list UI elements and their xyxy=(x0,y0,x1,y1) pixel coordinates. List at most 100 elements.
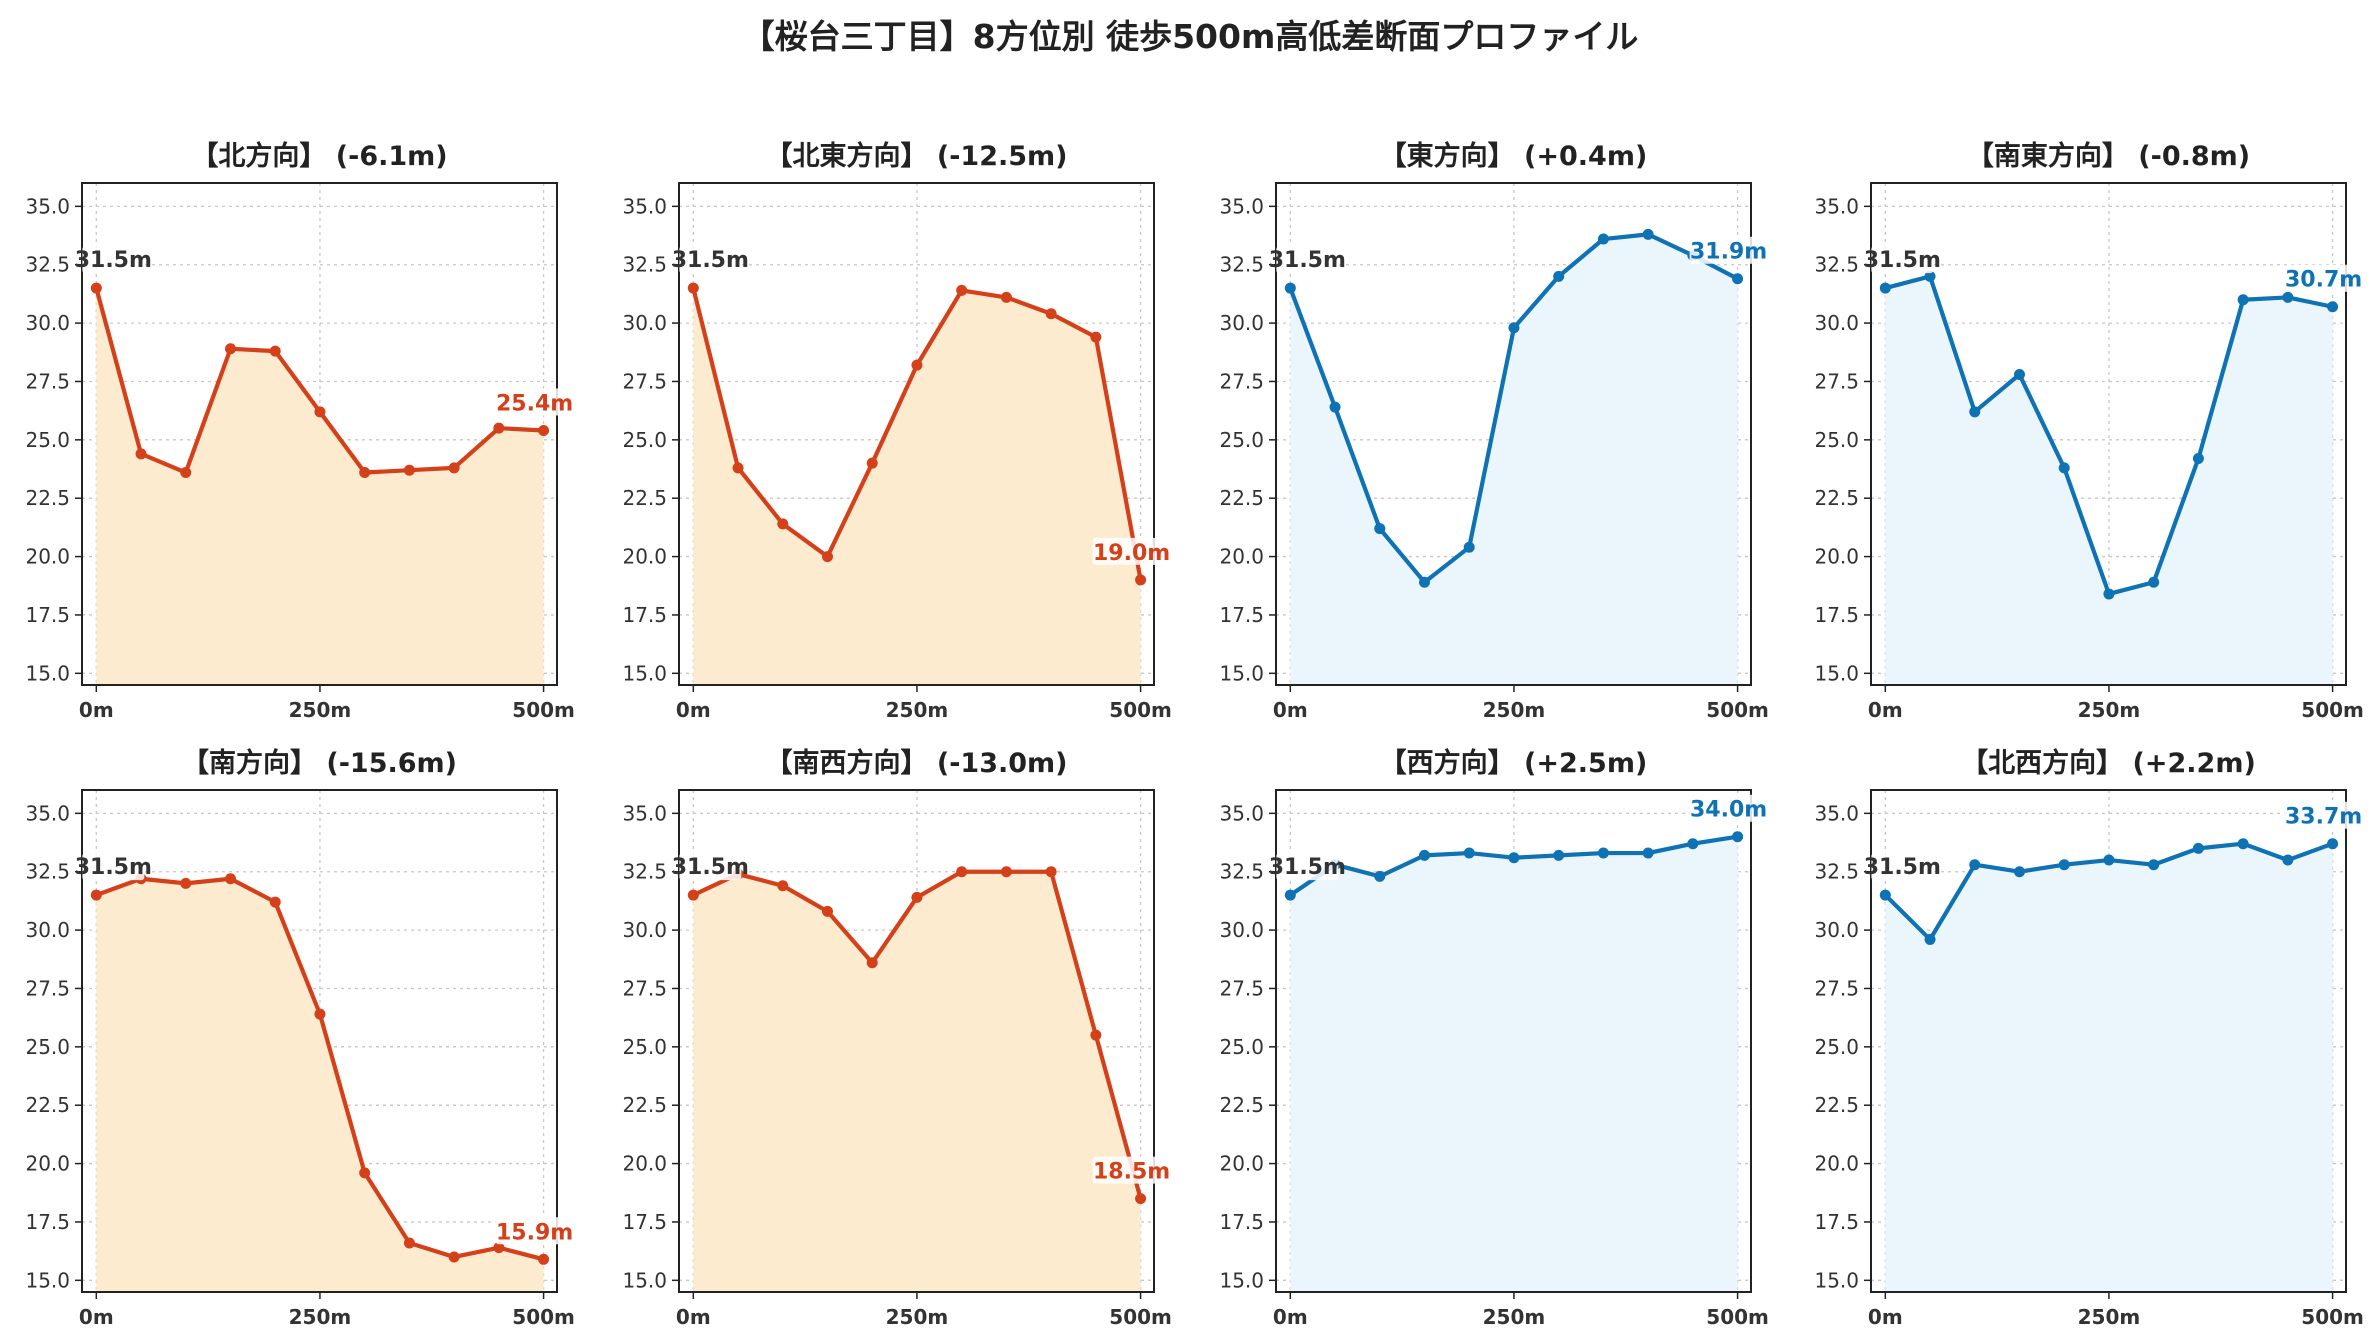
x-tick-label: 0m xyxy=(1868,1305,1903,1329)
data-point xyxy=(1329,401,1341,413)
y-tick-label: 25.0 xyxy=(1219,1035,1264,1059)
chart-main-title: 【桜台三丁目】8方位別 徒歩500m高低差断面プロファイル xyxy=(741,17,1639,56)
data-point xyxy=(911,891,923,903)
data-point xyxy=(1374,870,1386,882)
data-point xyxy=(403,464,415,476)
y-tick-label: 32.5 xyxy=(25,253,70,277)
y-tick-label: 30.0 xyxy=(1814,311,1859,335)
data-point xyxy=(1284,282,1296,294)
data-point xyxy=(1597,233,1609,245)
panel-title: 【南方向】 (-15.6m) xyxy=(182,747,457,779)
y-tick-label: 22.5 xyxy=(25,1093,70,1117)
y-tick-label: 17.5 xyxy=(1814,603,1859,627)
x-tick-label: 0m xyxy=(79,1305,114,1329)
data-point xyxy=(224,343,236,355)
y-tick-label: 25.0 xyxy=(1219,428,1264,452)
y-tick-label: 17.5 xyxy=(1814,1210,1859,1234)
y-tick-label: 25.0 xyxy=(25,428,70,452)
data-point xyxy=(538,1253,550,1265)
start-elevation-label: 31.5m xyxy=(75,248,152,273)
x-tick-label: 250m xyxy=(886,698,949,722)
data-point xyxy=(1879,889,1891,901)
y-tick-label: 15.0 xyxy=(25,1268,70,1292)
data-point xyxy=(1418,576,1430,588)
data-point xyxy=(2148,576,2160,588)
area-fill xyxy=(1290,234,1738,686)
y-tick-label: 25.0 xyxy=(622,1035,667,1059)
y-tick-label: 20.0 xyxy=(1814,1152,1859,1176)
data-point xyxy=(269,345,281,357)
start-label-bg xyxy=(1276,853,1339,881)
start-elevation-label: 31.5m xyxy=(1864,855,1941,880)
data-point xyxy=(359,467,371,479)
data-point xyxy=(1374,523,1386,535)
y-tick-label: 17.5 xyxy=(1219,1210,1264,1234)
y-tick-label: 20.0 xyxy=(622,1152,667,1176)
end-elevation-label: 19.0m xyxy=(1093,541,1170,566)
x-tick-label: 500m xyxy=(1109,698,1172,722)
data-point xyxy=(448,1251,460,1263)
panel-title: 【西方向】 (+2.5m) xyxy=(1380,747,1648,779)
y-tick-label: 22.5 xyxy=(1814,486,1859,510)
y-tick-label: 25.0 xyxy=(1814,428,1859,452)
y-tick-label: 17.5 xyxy=(622,1210,667,1234)
data-point xyxy=(1732,273,1744,285)
data-point xyxy=(1000,866,1012,878)
x-tick-label: 500m xyxy=(1706,1305,1769,1329)
y-tick-label: 35.0 xyxy=(622,801,667,825)
x-tick-label: 500m xyxy=(1706,698,1769,722)
chart-panel: 15.0 17.5 20.0 22.5 25.0 27.5 30.0 32.5 35.0 0m 25… xyxy=(25,140,574,722)
area-fill xyxy=(693,288,1141,685)
y-tick-label: 25.0 xyxy=(622,428,667,452)
data-point xyxy=(1135,574,1147,586)
y-tick-label: 20.0 xyxy=(25,545,70,569)
start-label-bg xyxy=(679,246,742,274)
x-tick-label: 250m xyxy=(1483,1305,1546,1329)
y-tick-label: 20.0 xyxy=(1219,1152,1264,1176)
y-tick-label: 15.0 xyxy=(622,1268,667,1292)
y-tick-label: 30.0 xyxy=(622,918,667,942)
y-tick-label: 25.0 xyxy=(25,1035,70,1059)
y-tick-label: 22.5 xyxy=(25,486,70,510)
start-elevation-label: 31.5m xyxy=(1269,855,1346,880)
data-point xyxy=(821,905,833,917)
x-tick-label: 500m xyxy=(512,698,575,722)
data-point xyxy=(493,422,505,434)
data-point xyxy=(2103,854,2115,866)
start-label-bg xyxy=(1276,246,1339,274)
x-tick-label: 250m xyxy=(2078,698,2141,722)
data-point xyxy=(1508,852,1520,864)
data-point xyxy=(1732,831,1744,843)
y-tick-label: 22.5 xyxy=(1814,1093,1859,1117)
x-tick-label: 250m xyxy=(289,1305,352,1329)
end-label-bg xyxy=(2284,801,2363,829)
x-tick-label: 0m xyxy=(1868,698,1903,722)
data-point xyxy=(224,873,236,885)
data-point xyxy=(1090,1029,1102,1041)
data-point xyxy=(2192,842,2204,854)
y-tick-label: 20.0 xyxy=(1219,545,1264,569)
data-point xyxy=(1045,308,1057,320)
data-point xyxy=(1463,541,1475,553)
data-point xyxy=(1879,282,1891,294)
y-tick-label: 32.5 xyxy=(25,860,70,884)
start-elevation-label: 31.5m xyxy=(75,855,152,880)
chart-panel: 15.0 17.5 20.0 22.5 25.0 27.5 30.0 32.5 35.0 0m 25… xyxy=(1814,747,2363,1329)
y-tick-label: 30.0 xyxy=(622,311,667,335)
data-point xyxy=(777,518,789,530)
y-tick-label: 30.0 xyxy=(25,311,70,335)
data-point xyxy=(135,448,147,460)
data-point xyxy=(1135,1193,1147,1205)
data-point xyxy=(1687,838,1699,850)
y-tick-label: 27.5 xyxy=(622,976,667,1000)
data-point xyxy=(1924,270,1936,282)
data-point xyxy=(2282,291,2294,303)
end-elevation-label: 34.0m xyxy=(1690,798,1767,823)
data-point xyxy=(2237,294,2249,306)
area-fill xyxy=(1885,276,2333,685)
data-point xyxy=(448,462,460,474)
data-point xyxy=(866,957,878,969)
data-point xyxy=(866,457,878,469)
data-point xyxy=(1597,847,1609,859)
y-tick-label: 15.0 xyxy=(1814,1268,1859,1292)
